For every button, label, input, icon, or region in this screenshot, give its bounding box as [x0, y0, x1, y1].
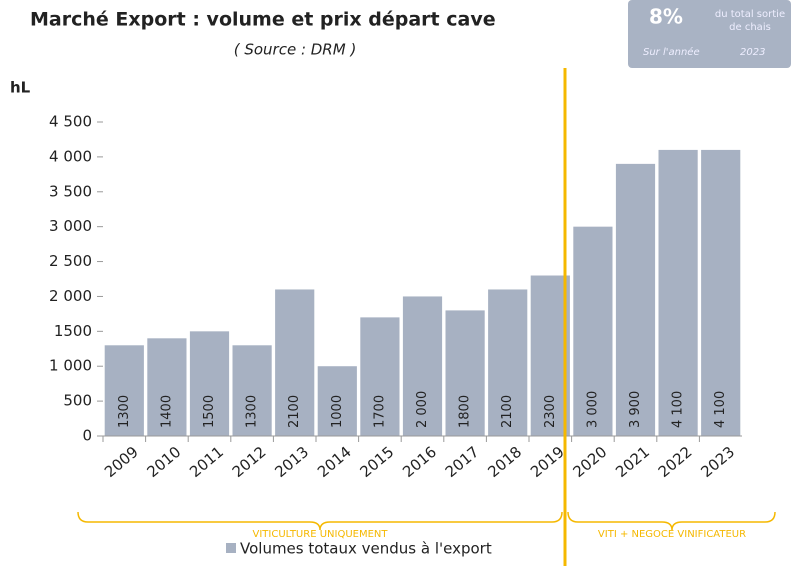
- bar: [488, 289, 528, 436]
- y-tick-label: 4 500: [49, 113, 92, 131]
- y-tick-label: 2 500: [49, 252, 92, 270]
- y-tick-label: 1500: [54, 322, 92, 340]
- value-label: 1300: [117, 395, 132, 428]
- chart-title: Marché Export : volume et prix départ ca…: [30, 9, 496, 31]
- y-tick-label: 3 000: [49, 217, 92, 235]
- value-label: 2100: [287, 395, 302, 428]
- badge: [628, 0, 791, 68]
- badge-caption: de chais: [729, 22, 771, 33]
- brace: [567, 511, 776, 531]
- badge-value: 8%: [649, 5, 683, 29]
- value-label: 2 000: [415, 391, 430, 428]
- badge-year: 2023: [740, 47, 765, 58]
- x-tick-label: 2022: [655, 443, 696, 481]
- value-label: 1700: [372, 395, 387, 428]
- value-label: 4 100: [671, 391, 686, 428]
- y-tick-label: 1 000: [49, 357, 92, 375]
- bar: [232, 345, 272, 436]
- value-label: 1000: [330, 395, 345, 428]
- value-label: 3 000: [585, 391, 600, 428]
- y-axis-label: hL: [10, 79, 31, 97]
- bar: [402, 296, 443, 436]
- annotation: VITICULTURE UNIQUEMENT: [252, 529, 388, 540]
- value-label: 2100: [500, 395, 515, 428]
- x-tick-label: 2010: [144, 443, 185, 481]
- legend-label: Volumes totaux vendus à l'export: [240, 540, 492, 558]
- x-tick-label: 2011: [186, 443, 227, 481]
- value-label: 4 100: [713, 391, 728, 428]
- x-tick-label: 2023: [697, 443, 738, 481]
- y-tick-label: 500: [63, 392, 92, 410]
- bar: [360, 317, 400, 436]
- x-tick-label: 2019: [527, 443, 568, 481]
- bar: [445, 310, 485, 436]
- bar: [275, 289, 315, 436]
- y-tick-label: 4 000: [49, 147, 92, 165]
- bar: [147, 338, 187, 436]
- x-tick-label: 2016: [399, 443, 440, 481]
- x-tick-label: 2017: [442, 443, 483, 481]
- brace: [77, 511, 563, 531]
- value-label: 1500: [202, 395, 217, 428]
- x-tick-label: 2014: [314, 443, 355, 481]
- value-label: 1800: [458, 395, 473, 428]
- y-tick-label: 0: [82, 427, 92, 445]
- bar: [615, 163, 656, 436]
- x-tick-label: 2020: [570, 443, 611, 481]
- value-label: 3 900: [628, 391, 643, 428]
- value-label: 1300: [245, 395, 260, 428]
- x-tick-label: 2012: [229, 443, 270, 481]
- annotation: VITI + NEGOCE VINIFICATEUR: [598, 529, 746, 540]
- badge-period: Sur l'année: [643, 46, 700, 58]
- badge-caption: du total sortie: [715, 9, 785, 20]
- x-tick-label: 2013: [271, 443, 312, 481]
- bar: [104, 345, 144, 436]
- bar: [658, 149, 698, 436]
- value-label: 2300: [543, 395, 558, 428]
- chart-subtitle: ( Source : DRM ): [234, 41, 357, 59]
- y-tick-label: 3 500: [49, 182, 92, 200]
- y-tick-label: 2 000: [49, 287, 92, 305]
- x-tick-label: 2015: [357, 443, 398, 481]
- x-tick-label: 2009: [101, 443, 142, 481]
- bar: [530, 275, 570, 436]
- value-label: 1400: [159, 395, 174, 428]
- bar: [317, 366, 357, 436]
- x-tick-label: 2018: [484, 443, 525, 481]
- x-tick-label: 2021: [612, 443, 653, 481]
- bar: [189, 331, 230, 436]
- bar: [701, 149, 741, 436]
- bar: [573, 226, 613, 436]
- legend-swatch: [226, 543, 236, 553]
